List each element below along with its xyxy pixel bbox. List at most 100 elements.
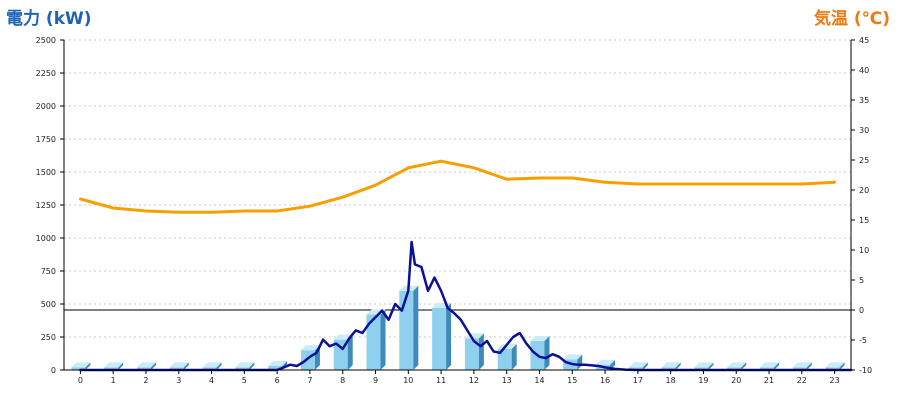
power-bar (169, 362, 189, 370)
x-tick-label: 22 (797, 376, 807, 385)
right-axis-title: 気温 (℃) (813, 9, 890, 29)
left-tick-label: 1750 (36, 135, 56, 144)
power-bar (694, 362, 714, 370)
power-bar-front (235, 367, 250, 370)
right-tick-label: -10 (859, 366, 872, 375)
x-tick-label: 6 (275, 376, 280, 385)
power-bar-top (792, 362, 812, 368)
power-bar-side (380, 309, 386, 370)
power-bar-top (563, 354, 583, 360)
power-bar-front (792, 367, 807, 370)
power-bar-top (104, 362, 124, 368)
left-tick-label: 500 (41, 300, 56, 309)
power-bar-top (694, 362, 714, 368)
power-bar (71, 362, 91, 370)
power-bar (136, 362, 156, 370)
power-bar-side (347, 334, 353, 370)
power-bar-side (544, 335, 550, 370)
power-bar-top (727, 362, 747, 368)
power-bar-side (708, 362, 714, 370)
power-bar (104, 362, 124, 370)
power-bar (366, 309, 386, 370)
power-bar (333, 334, 353, 370)
left-tick-label: 250 (41, 333, 56, 342)
right-tick-label: 20 (859, 186, 869, 195)
left-tick-label: 1250 (36, 201, 56, 210)
power-bar (628, 362, 648, 370)
power-bar-side (413, 285, 419, 370)
power-line (79, 240, 853, 372)
power-bar-side (249, 362, 255, 370)
power-bar (235, 362, 255, 370)
x-axis-ticks: 0 1 2 3 4 5 6 7 8 9 10 11 12 13 14 15 16 17 18 19 20 21 22 23 (78, 376, 840, 385)
left-axis-ticks: 0 250 500 750 1000 1250 1500 1750 2000 2250 2500 (36, 36, 56, 375)
power-bar-side (675, 362, 681, 370)
power-bar-side (577, 354, 583, 370)
temperature-line (78, 159, 837, 214)
power-bar-front (661, 367, 676, 370)
power-bars (71, 285, 845, 370)
power-bar-side (150, 362, 156, 370)
right-tick-label: 10 (859, 246, 869, 255)
power-bar-front (628, 367, 643, 370)
x-tick-label: 15 (567, 376, 577, 385)
power-bar-top (661, 362, 681, 368)
x-tick-label: 19 (698, 376, 708, 385)
power-bar-side (741, 362, 747, 370)
power-bar (464, 333, 484, 370)
x-tick-label: 13 (502, 376, 512, 385)
power-bar-side (839, 362, 845, 370)
power-bar-side (216, 362, 222, 370)
right-tick-label: 40 (859, 66, 869, 75)
gridlines (64, 39, 851, 338)
power-bar-top (760, 362, 780, 368)
left-tick-label: 1000 (36, 234, 56, 243)
left-tick-label: 2000 (36, 102, 56, 111)
power-bar-front (497, 348, 512, 370)
power-bar-side (85, 362, 91, 370)
x-tick-label: 5 (242, 376, 247, 385)
power-bar-front (202, 367, 217, 370)
power-bar-front (104, 367, 119, 370)
series-lines (78, 159, 853, 372)
right-tick-label: 35 (859, 96, 869, 105)
power-bar-side (511, 343, 517, 370)
power-bar-side (183, 362, 189, 370)
x-tick-label: 21 (764, 376, 774, 385)
power-bar (760, 362, 780, 370)
x-tick-label: 9 (373, 376, 378, 385)
power-bar (727, 362, 747, 370)
power-bar-top (300, 345, 320, 351)
power-bar-top (71, 362, 91, 368)
power-bar (661, 362, 681, 370)
right-tick-label: 25 (859, 156, 869, 165)
x-tick-label: 14 (534, 376, 544, 385)
power-bar (202, 362, 222, 370)
power-bar (432, 302, 452, 370)
power-bar-front (432, 307, 447, 370)
left-tick-label: 2250 (36, 69, 56, 78)
power-bar-top (169, 362, 189, 368)
power-bar-top (628, 362, 648, 368)
x-tick-label: 23 (830, 376, 840, 385)
power-bar-top (497, 343, 517, 349)
power-bar-front (464, 338, 479, 370)
power-bar-side (446, 302, 452, 370)
x-tick-label: 10 (403, 376, 413, 385)
power-bar-side (806, 362, 812, 370)
right-tick-label: 30 (859, 126, 869, 135)
x-tick-label: 7 (307, 376, 312, 385)
power-bar-front (399, 290, 414, 370)
left-axis-title: 電力 (kW) (6, 9, 92, 29)
power-bar-front (694, 367, 709, 370)
x-tick-label: 3 (176, 376, 181, 385)
right-axis-ticks: -10 -5 0 5 10 15 20 25 30 35 40 45 (859, 36, 872, 375)
x-tick-label: 17 (633, 376, 643, 385)
power-bar-side (118, 362, 124, 370)
power-bar-top (136, 362, 156, 368)
left-tick-label: 2500 (36, 36, 56, 45)
power-bar-top (235, 362, 255, 368)
power-bar-front (136, 367, 151, 370)
power-bar-top (530, 335, 550, 341)
